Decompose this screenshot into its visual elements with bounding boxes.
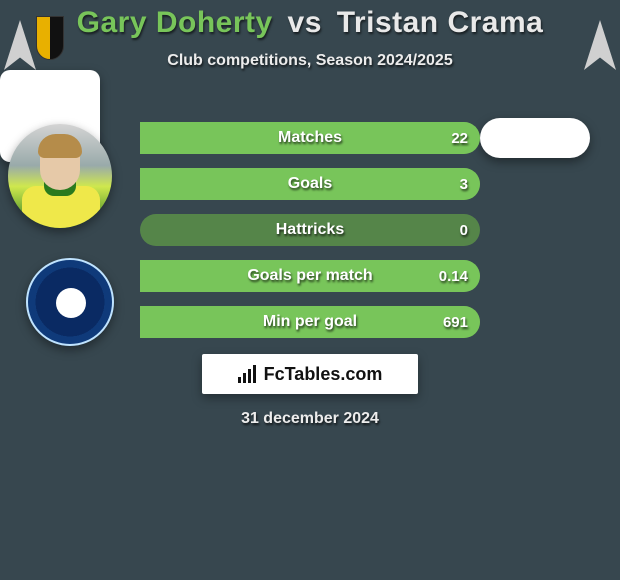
stats-bars: Matches22 Goals3 Hattricks0 Goals per match… [140, 122, 480, 352]
bar-label: Goals per match [140, 260, 480, 292]
branding-text: FcTables.com [264, 364, 383, 385]
bar-label: Hattricks [140, 214, 480, 246]
vs-text: vs [288, 6, 322, 39]
date-text: 31 december 2024 [0, 410, 620, 428]
bar-value-right: 691 [443, 306, 468, 338]
bar-value-right: 0.14 [439, 260, 468, 292]
bar-label: Goals [140, 168, 480, 200]
subtitle: Club competitions, Season 2024/2025 [0, 52, 620, 70]
stat-row: Goals per match0.14 [140, 260, 480, 292]
bar-value-right: 22 [451, 122, 468, 154]
player2-avatar [480, 118, 590, 158]
bar-label: Matches [140, 122, 480, 154]
stat-row: Hattricks0 [140, 214, 480, 246]
player1-avatar [8, 124, 112, 228]
bar-label: Min per goal [140, 306, 480, 338]
player1-club-badge [26, 258, 114, 346]
player1-name: Gary Doherty [77, 6, 273, 39]
bar-value-right: 3 [460, 168, 468, 200]
stat-row: Goals3 [140, 168, 480, 200]
stat-row: Matches22 [140, 122, 480, 154]
branding-icon [238, 365, 256, 383]
player2-name: Tristan Crama [337, 6, 544, 39]
branding-badge: FcTables.com [202, 354, 418, 394]
bar-value-right: 0 [460, 214, 468, 246]
stat-row: Min per goal691 [140, 306, 480, 338]
comparison-title: Gary Doherty vs Tristan Crama [0, 0, 620, 40]
